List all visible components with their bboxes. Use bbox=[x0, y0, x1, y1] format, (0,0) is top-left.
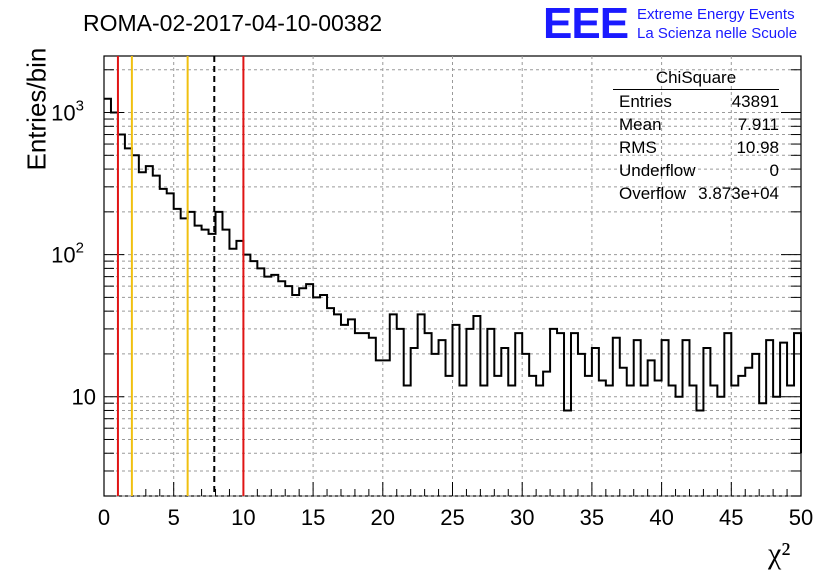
y-axis-label: Entries/bin bbox=[21, 47, 52, 171]
stats-value: 3.873e+04 bbox=[698, 184, 779, 203]
x-tick-label: 0 bbox=[98, 505, 110, 530]
stats-row: Overflow 3.873e+04 bbox=[613, 182, 779, 205]
stats-value: 0 bbox=[769, 161, 779, 180]
x-tick-label: 40 bbox=[649, 505, 673, 530]
y-tick-exponent: 3 bbox=[76, 98, 84, 115]
histogram-line bbox=[104, 97, 802, 454]
stats-row: Entries 43891 bbox=[613, 90, 779, 113]
stats-key: Entries bbox=[619, 92, 672, 111]
x-tick-label: 45 bbox=[719, 505, 743, 530]
x-tick-label: 30 bbox=[510, 505, 534, 530]
stats-row: Underflow 0 bbox=[613, 159, 779, 182]
x-tick-labels: 0 5 10 15 20 25 30 35 40 45 50 bbox=[98, 505, 813, 530]
y-tick-label: 102 bbox=[51, 240, 84, 268]
stats-value: 7.911 bbox=[737, 115, 779, 134]
stats-key: Mean bbox=[619, 115, 662, 134]
x-tick-label: 35 bbox=[580, 505, 604, 530]
stats-row: RMS 10.98 bbox=[613, 136, 779, 159]
logo-line-1: Extreme Energy Events bbox=[637, 6, 795, 23]
stats-header: ChiSquare bbox=[613, 66, 779, 90]
x-tick-label: 10 bbox=[231, 505, 255, 530]
stats-key: Overflow bbox=[619, 184, 687, 203]
stats-key: Underflow bbox=[619, 161, 696, 180]
logo-line-2: La Scienza nelle Scuole bbox=[637, 25, 798, 42]
x-tick-label: 20 bbox=[371, 505, 395, 530]
y-tick-labels: 10 102 103 bbox=[51, 98, 96, 410]
reference-lines bbox=[116, 56, 245, 496]
x-axis-label: χ² bbox=[768, 537, 791, 570]
stats-box: ChiSquare Entries 43891 Mean 7.911 RMS 10.9… bbox=[613, 66, 779, 205]
chart-title: ROMA-02-2017-04-10-00382 bbox=[83, 10, 383, 36]
y-tick-label: 103 bbox=[51, 98, 84, 126]
stats-value: 43891 bbox=[731, 92, 779, 111]
stats-key: RMS bbox=[619, 138, 657, 157]
y-tick-label: 10 bbox=[72, 385, 96, 410]
stats-value: 10.98 bbox=[736, 138, 779, 157]
y-tick-exponent: 2 bbox=[76, 240, 84, 257]
x-tick-label: 15 bbox=[301, 505, 325, 530]
x-tick-label: 5 bbox=[168, 505, 180, 530]
stats-row: Mean 7.911 bbox=[613, 113, 779, 136]
x-tick-label: 25 bbox=[440, 505, 464, 530]
eee-logo: EEE bbox=[543, 0, 629, 48]
x-tick-label: 50 bbox=[789, 505, 813, 530]
